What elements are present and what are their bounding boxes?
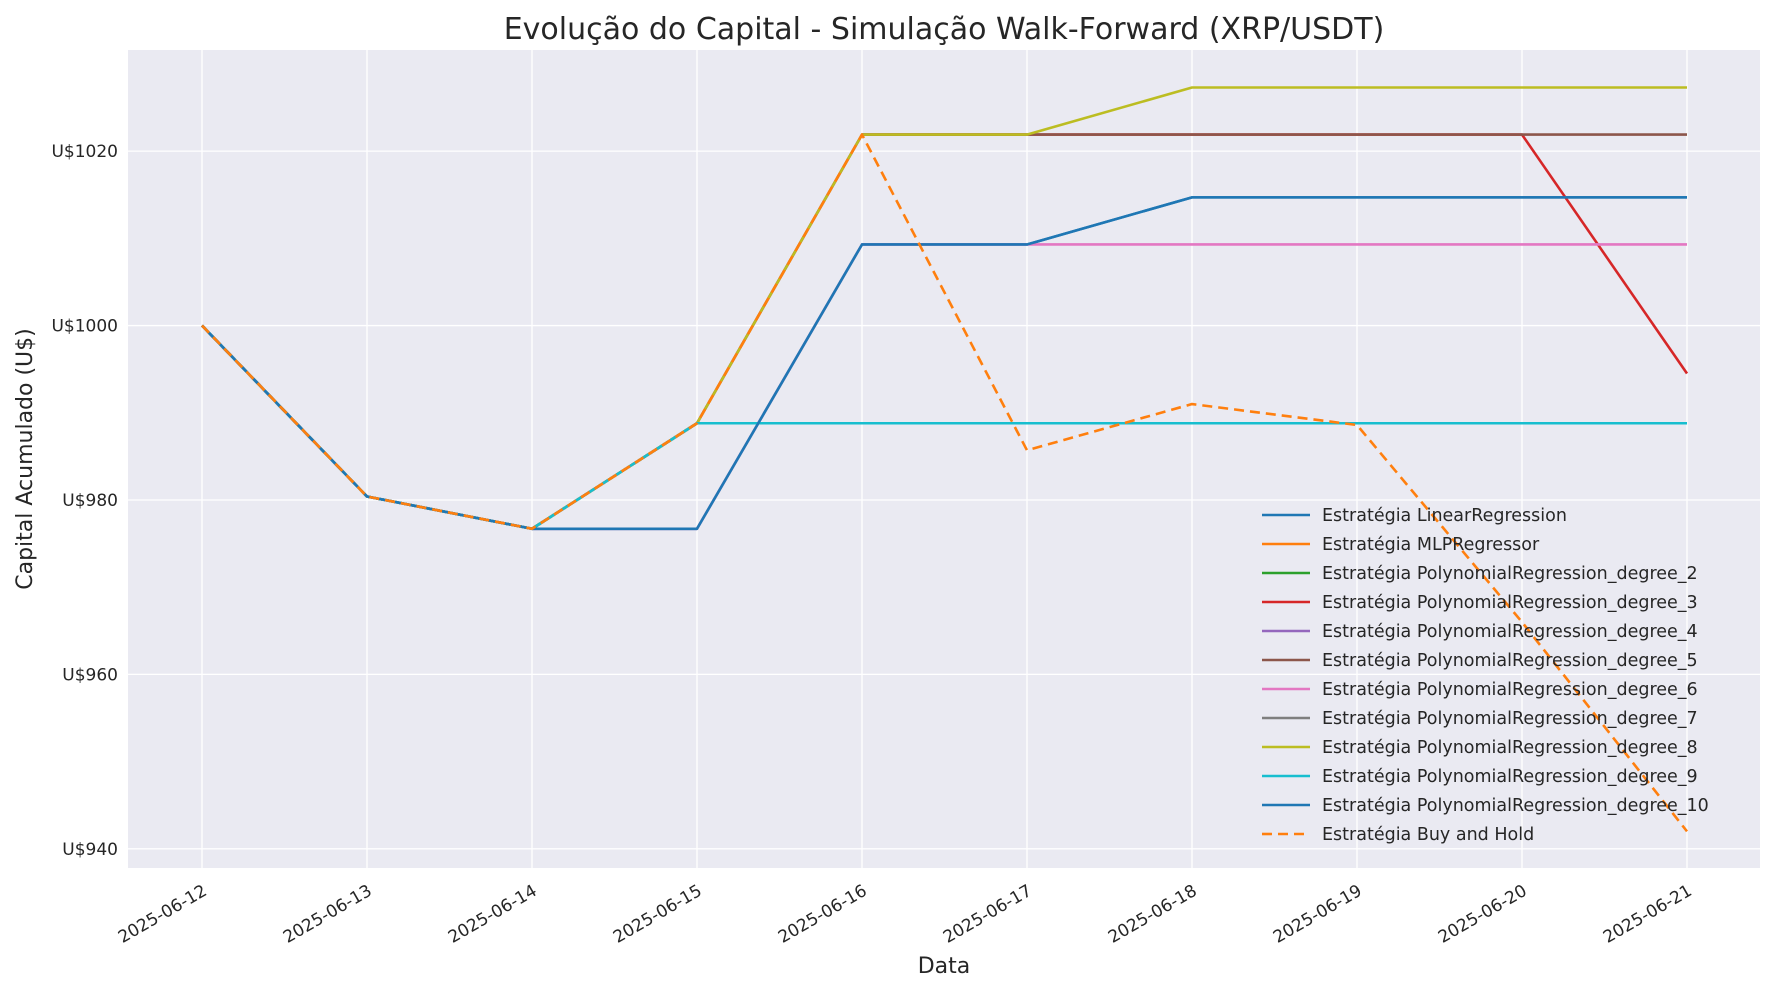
y-tick-label: U$980	[62, 491, 118, 511]
legend-entry: Estratégia PolynomialRegression_degree_5	[1322, 651, 1698, 671]
x-axis-ticks: 2025-06-12 2025-06-13 2025-06-14 2025-06-15…	[115, 881, 1696, 948]
x-tick-label: 2025-06-13	[280, 881, 376, 948]
legend-entry: Estratégia MLPRegressor	[1322, 535, 1540, 555]
legend-entry: Estratégia PolynomialRegression_degree_9	[1322, 767, 1698, 787]
x-tick-label: 2025-06-18	[1105, 881, 1201, 948]
legend-entry: Estratégia PolynomialRegression_degree_6	[1322, 680, 1698, 700]
legend-entry: Estratégia PolynomialRegression_degree_2	[1322, 564, 1698, 584]
chart-title: Evolução do Capital - Simulação Walk-For…	[504, 12, 1385, 47]
legend: Estratégia LinearRegression Estratégia ML…	[1262, 506, 1709, 845]
series-line	[201, 133, 1689, 833]
y-tick-label: U$940	[62, 840, 118, 860]
x-tick-label: 2025-06-15	[610, 881, 706, 948]
legend-entry: Estratégia Buy and Hold	[1322, 825, 1534, 845]
grid	[128, 50, 1760, 868]
x-tick-label: 2025-06-17	[940, 881, 1036, 948]
y-tick-label: U$1000	[51, 317, 118, 337]
y-tick-label: U$960	[62, 665, 118, 685]
y-axis-label: Capital Acumulado (U$)	[13, 328, 38, 590]
legend-entry: Estratégia LinearRegression	[1322, 506, 1567, 526]
plot-area	[128, 50, 1760, 868]
series-layer	[201, 86, 1689, 833]
y-axis-ticks: U$940 U$960 U$980 U$1000 U$1020	[51, 142, 118, 860]
x-axis-label: Data	[918, 954, 971, 979]
y-tick-label: U$1020	[51, 142, 118, 162]
x-tick-label: 2025-06-14	[445, 881, 541, 948]
legend-entry: Estratégia PolynomialRegression_degree_3	[1322, 593, 1698, 613]
legend-entry: Estratégia PolynomialRegression_degree_1…	[1322, 796, 1709, 816]
legend-entry: Estratégia PolynomialRegression_degree_4	[1322, 622, 1698, 642]
x-tick-label: 2025-06-12	[115, 881, 211, 948]
x-tick-label: 2025-06-19	[1270, 881, 1366, 948]
legend-entry: Estratégia PolynomialRegression_degree_7	[1322, 709, 1698, 729]
legend-entry: Estratégia PolynomialRegression_degree_8	[1322, 738, 1698, 758]
x-tick-label: 2025-06-16	[775, 881, 871, 948]
x-tick-label: 2025-06-21	[1600, 881, 1696, 948]
x-tick-label: 2025-06-20	[1435, 881, 1531, 948]
